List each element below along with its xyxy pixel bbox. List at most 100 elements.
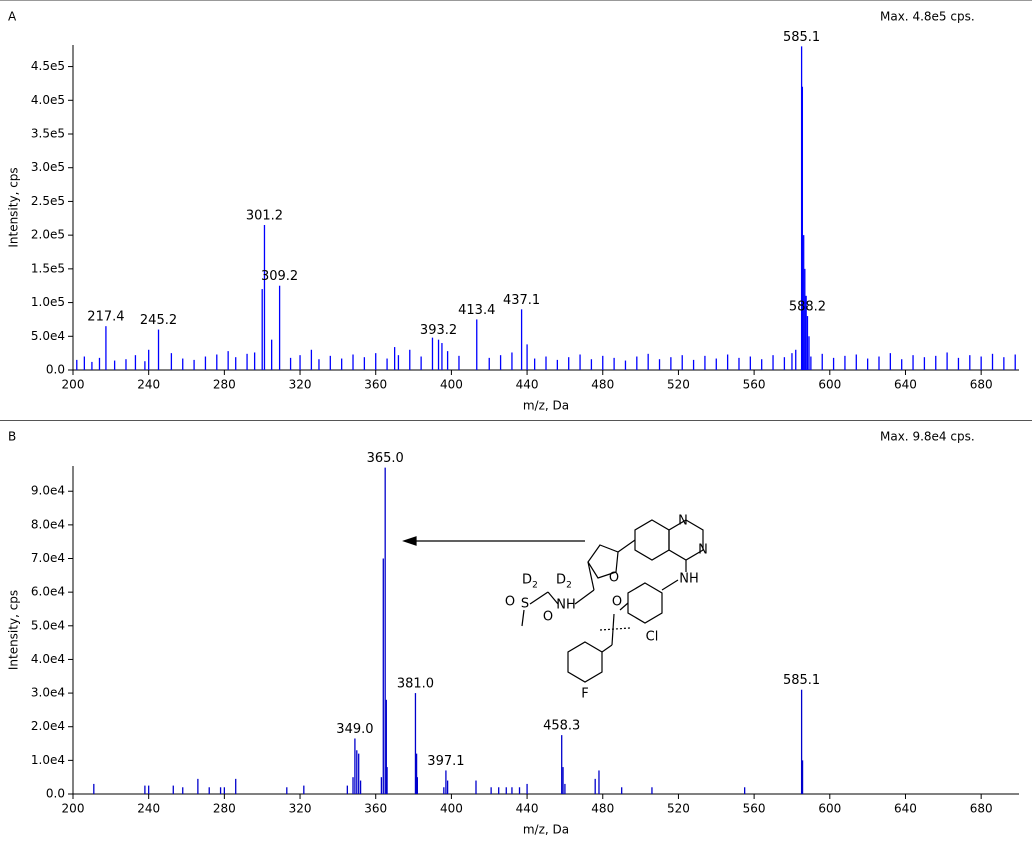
peak-label: 437.1: [503, 293, 540, 308]
atom-label: N: [678, 514, 688, 529]
bond: [574, 589, 595, 605]
y-tick-label: 4.0e4: [31, 652, 65, 666]
arrow-head: [402, 536, 417, 546]
bond: [529, 591, 549, 605]
peak-label: 217.4: [87, 310, 124, 325]
y-tick-label: 8.0e4: [31, 517, 65, 531]
peak-label: 585.1: [783, 673, 820, 688]
bond: [587, 561, 595, 591]
x-tick-label: 320: [289, 378, 312, 392]
panel-label: B: [8, 430, 16, 444]
y-tick-label: 5.0e4: [31, 618, 65, 632]
y-tick-label: 1.5e5: [31, 261, 65, 275]
ring: [627, 582, 663, 624]
peak-label: 393.2: [420, 323, 457, 338]
y-tick-label: 2.0e4: [31, 719, 65, 733]
atom-label: F: [581, 687, 588, 702]
y-tick-label: 0.0: [46, 787, 65, 801]
x-tick-label: 480: [591, 378, 614, 392]
x-tick-label: 440: [516, 802, 539, 816]
x-tick-label: 600: [818, 802, 841, 816]
y-tick-label: 3.0e5: [31, 160, 65, 174]
x-axis-title: m/z, Da: [523, 823, 569, 837]
peak-label: 397.1: [427, 754, 464, 769]
peak-label: 413.4: [458, 303, 495, 318]
peak-label: 309.2: [261, 269, 298, 284]
x-tick-label: 680: [970, 378, 993, 392]
bond: [547, 591, 559, 605]
peak-label: 349.0: [336, 722, 373, 737]
x-tick-label: 400: [440, 802, 463, 816]
ring: [567, 641, 603, 683]
x-tick-label: 240: [137, 378, 160, 392]
structure: N N NH O O Cl F NH S O O D 2 D 2: [402, 514, 708, 702]
atom-label: Cl: [646, 630, 659, 645]
y-tick-label: 7.0e4: [31, 551, 65, 565]
atom-label: O: [543, 610, 553, 625]
x-tick-label: 280: [213, 802, 236, 816]
peak-label: 365.0: [367, 451, 404, 466]
peak-label: 588.2: [789, 300, 826, 315]
peak-label: 458.3: [543, 719, 580, 734]
y-tick-label: 6.0e4: [31, 585, 65, 599]
ring: [634, 519, 670, 561]
x-tick-label: 320: [289, 802, 312, 816]
x-tick-label: 640: [894, 802, 917, 816]
atom-label: D: [556, 573, 566, 588]
x-axis-title: m/z, Da: [523, 399, 569, 413]
peak-label: 381.0: [397, 677, 434, 692]
bond: [521, 609, 525, 627]
atom-label: N: [698, 543, 708, 558]
bond: [619, 602, 629, 611]
bond: [617, 539, 636, 553]
y-tick-label: 2.5e5: [31, 194, 65, 208]
x-tick-label: 200: [62, 802, 85, 816]
bond: [601, 644, 613, 653]
x-tick-label: 600: [818, 378, 841, 392]
x-tick-label: 560: [743, 802, 766, 816]
atom-label: O: [609, 571, 619, 586]
x-tick-label: 360: [364, 378, 387, 392]
x-tick-label: 520: [667, 378, 690, 392]
atom-label: NH: [679, 572, 699, 587]
y-tick-label: 5.0e4: [31, 329, 65, 343]
y-tick-label: 0.0: [46, 363, 65, 377]
max-label: Max. 4.8e5 cps.: [880, 10, 975, 24]
max-label: Max. 9.8e4 cps.: [880, 430, 975, 444]
atom-subscript: 2: [532, 581, 538, 591]
atom-label: D: [522, 573, 532, 588]
furan: [587, 544, 619, 579]
atom-subscript: 2: [566, 581, 572, 591]
bond: [661, 579, 679, 591]
x-tick-label: 680: [970, 802, 993, 816]
x-tick-label: 360: [364, 802, 387, 816]
atom-label: O: [505, 595, 515, 610]
y-tick-label: 1.0e4: [31, 753, 65, 767]
x-tick-label: 480: [591, 802, 614, 816]
panel-label: A: [8, 10, 17, 24]
y-tick-label: 3.5e5: [31, 127, 65, 141]
x-tick-label: 240: [137, 802, 160, 816]
atom-label: NH: [556, 598, 576, 613]
x-tick-label: 640: [894, 378, 917, 392]
y-tick-label: 1.0e5: [31, 295, 65, 309]
cleavage-line: [599, 627, 631, 631]
x-tick-label: 440: [516, 378, 539, 392]
y-axis-title: Intensity, cps: [7, 590, 21, 670]
x-tick-label: 200: [62, 378, 85, 392]
atom-label: S: [521, 597, 529, 612]
y-tick-label: 2.0e5: [31, 228, 65, 242]
x-tick-label: 280: [213, 378, 236, 392]
y-tick-label: 4.5e5: [31, 59, 65, 73]
x-tick-label: 400: [440, 378, 463, 392]
x-tick-label: 520: [667, 802, 690, 816]
y-tick-label: 4.0e5: [31, 93, 65, 107]
y-tick-label: 3.0e4: [31, 686, 65, 700]
peak-label: 301.2: [246, 209, 283, 224]
peak-label: 585.1: [783, 30, 820, 45]
peak-label: 245.2: [140, 313, 177, 328]
y-axis-title: Intensity, cps: [7, 167, 21, 247]
y-tick-label: 9.0e4: [31, 484, 65, 498]
x-tick-label: 560: [743, 378, 766, 392]
